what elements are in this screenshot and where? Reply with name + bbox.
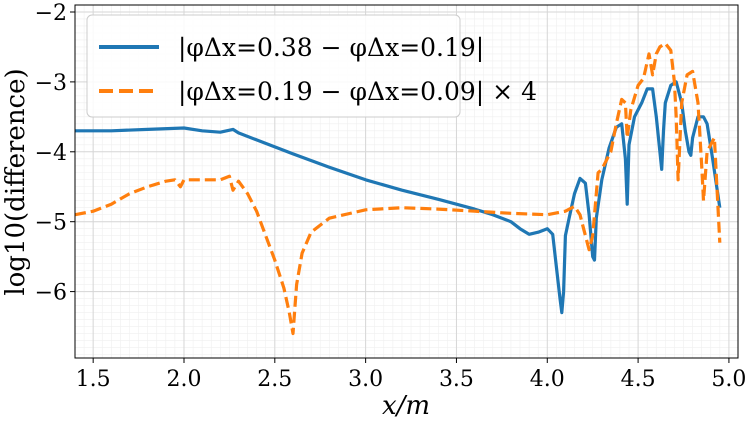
- y-tick-label: −3: [35, 71, 67, 96]
- series-line-2: [75, 41, 722, 336]
- x-tick-label: 5.0: [711, 367, 746, 392]
- y-axis-label: log10(difference): [1, 68, 31, 295]
- x-tick-label: 4.5: [621, 367, 656, 392]
- plot-frame: [74, 4, 739, 359]
- ticks: 1.5 2.0 2.5 3.0 3.5 4.0 4.5 5.0 −2 −3 −4 −5 −6: [35, 1, 747, 392]
- legend: |φΔx=0.38 − φΔx=0.19| |φΔx=0.19 − φΔx=0.…: [86, 14, 537, 118]
- y-tick-label: −4: [35, 141, 67, 166]
- y-tick-label: −2: [35, 1, 67, 26]
- x-tick-label: 3.5: [439, 367, 474, 392]
- x-tick-label: 3.0: [348, 367, 383, 392]
- legend-box: [86, 14, 461, 118]
- series-layer: [75, 41, 722, 336]
- y-tick-label: −6: [35, 281, 67, 306]
- x-tick-label: 2.5: [257, 367, 292, 392]
- x-tick-label: 1.5: [76, 367, 111, 392]
- x-tick-label: 2.0: [166, 367, 201, 392]
- y-tick-label: −5: [35, 211, 67, 236]
- legend-label-series-2: |φΔx=0.19 − φΔx=0.09| × 4: [178, 77, 537, 107]
- legend-label-series-1: |φΔx=0.38 − φΔx=0.19|: [178, 33, 484, 63]
- x-axis-label: x/m: [382, 391, 430, 421]
- x-tick-label: 4.0: [530, 367, 565, 392]
